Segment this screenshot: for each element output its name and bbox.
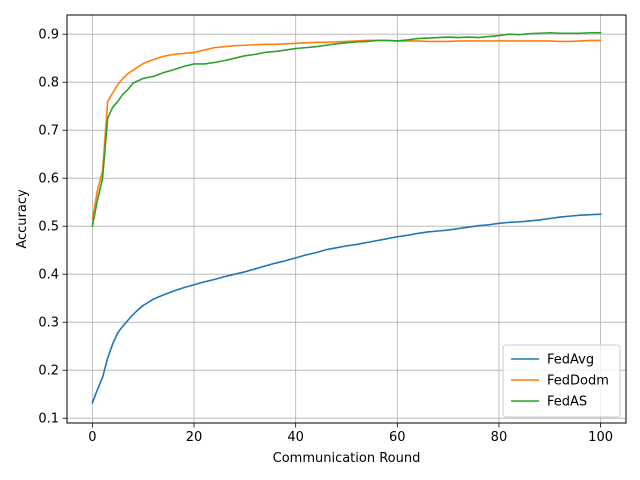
- x-axis-label: Communication Round: [273, 451, 421, 466]
- y-tick-label: 0.8: [38, 76, 59, 91]
- x-tick-label: 60: [389, 430, 406, 445]
- y-tick-label: 0.7: [38, 124, 59, 139]
- series-line-feddodm: [91, 39, 602, 220]
- x-tick-label: 100: [588, 430, 613, 445]
- y-tick-label: 0.6: [38, 172, 59, 187]
- y-axis-label: Accuracy: [15, 189, 30, 249]
- grid: [67, 15, 626, 423]
- x-tick-label: 40: [287, 430, 304, 445]
- y-tick-label: 0.2: [38, 364, 59, 379]
- y-tick-label: 0.5: [38, 220, 59, 235]
- legend-label: FedDodm: [547, 374, 609, 389]
- series-layer: [91, 31, 602, 404]
- y-tick-label: 0.3: [38, 316, 59, 331]
- x-tick-label: 0: [88, 430, 96, 445]
- y-tick-label: 0.1: [38, 412, 59, 427]
- x-tick-label: 20: [186, 430, 203, 445]
- series-line-fedas: [91, 31, 602, 228]
- x-tick-label: 80: [491, 430, 508, 445]
- y-tick-label: 0.4: [38, 268, 59, 283]
- x-axis: 0 20 40 60 80 100: [88, 423, 613, 445]
- legend-label: FedAS: [547, 395, 587, 410]
- plot-area-frame: [66, 14, 627, 424]
- legend: FedAvg FedDodm FedAS: [502, 344, 621, 418]
- series-line-fedavg: [91, 213, 602, 404]
- y-tick-label: 0.9: [38, 28, 59, 43]
- legend-label: FedAvg: [547, 353, 594, 368]
- legend-box: [502, 344, 621, 418]
- y-axis: 0.1 0.2 0.3 0.4 0.5 0.6 0.7 0.8 0.9: [38, 28, 67, 427]
